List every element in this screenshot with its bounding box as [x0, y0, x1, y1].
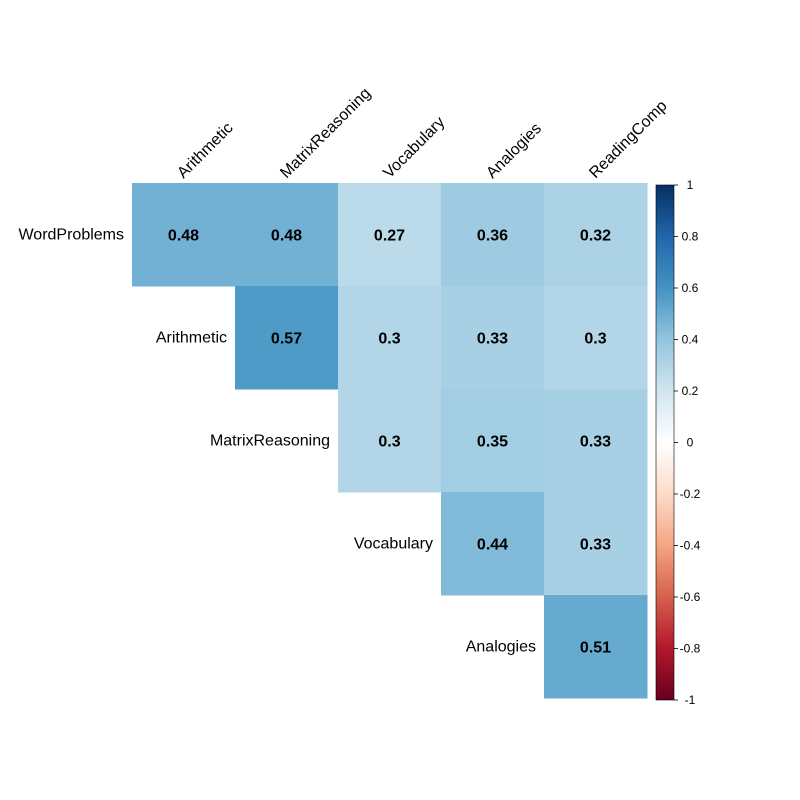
colorbar-tick-label: 0.8 — [682, 230, 699, 244]
cell-value-label: 0.3 — [378, 331, 400, 348]
heatmap-cell — [544, 286, 648, 390]
cell-value-label: 0.51 — [580, 640, 611, 657]
cell-value-label: 0.57 — [271, 331, 302, 348]
column-labels: Arithmetic MatrixReasoning Vocabulary Analo… — [174, 85, 670, 182]
heatmap-cell — [544, 595, 648, 699]
heatmap-cell — [441, 492, 545, 596]
column-label: MatrixReasoning — [277, 85, 374, 182]
colorbar-gradient — [656, 185, 674, 700]
row-label: WordProblems — [18, 227, 124, 244]
cell-value-label: 0.33 — [580, 434, 611, 451]
colorbar-tick-label: 0 — [687, 436, 694, 450]
row-label: Analogies — [466, 639, 536, 656]
heatmap-cell — [441, 183, 545, 287]
cell-value-label: 0.36 — [477, 228, 508, 245]
row-label: Arithmetic — [156, 330, 227, 347]
colorbar-tick-label: -0.2 — [680, 487, 701, 501]
row-label: Vocabulary — [354, 536, 433, 553]
cell-value-label: 0.33 — [580, 537, 611, 554]
colorbar-tick-label: -0.6 — [680, 590, 701, 604]
heatmap-cell — [441, 389, 545, 493]
heatmap-cell — [235, 183, 339, 287]
cell-value-label: 0.3 — [378, 434, 400, 451]
heatmap-cell — [132, 183, 236, 287]
colorbar-tick-label: -0.8 — [680, 642, 701, 656]
cell-value-label: 0.27 — [374, 228, 405, 245]
heatmap-cell — [338, 389, 442, 493]
cell-value-label: 0.35 — [477, 434, 508, 451]
cell-value-label: 0.3 — [584, 331, 606, 348]
heatmap-cell — [441, 286, 545, 390]
cell-value-label: 0.44 — [477, 537, 508, 554]
row-label: MatrixReasoning — [210, 433, 330, 450]
column-label: Vocabulary — [380, 114, 448, 182]
column-label: Analogies — [483, 120, 545, 182]
colorbar-tick-label: -1 — [685, 693, 696, 707]
column-label: Arithmetic — [174, 120, 236, 182]
heatmap-cells: 0.48 0.48 0.27 0.36 0.32 0.57 0.3 0.33 0.3 0.3 0.3… — [132, 183, 648, 699]
cell-value-label: 0.48 — [271, 228, 302, 245]
heatmap-cell — [544, 183, 648, 287]
heatmap-cell — [338, 286, 442, 390]
colorbar-tick-label: -0.4 — [680, 539, 701, 553]
colorbar-tick-label: 0.4 — [682, 333, 699, 347]
heatmap-cell — [544, 389, 648, 493]
heatmap-cell — [338, 183, 442, 287]
heatmap-cell — [544, 492, 648, 596]
column-label: ReadingComp — [586, 97, 670, 181]
cell-value-label: 0.33 — [477, 331, 508, 348]
cell-value-label: 0.32 — [580, 228, 611, 245]
colorbar-tick-label: 0.6 — [682, 281, 699, 295]
colorbar: 1 0.8 0.6 0.4 0.2 0 -0.2 -0.4 -0.6 -0.8 -1 — [655, 178, 701, 707]
colorbar-tick-label: 0.2 — [682, 384, 699, 398]
colorbar-tick-label: 1 — [687, 178, 694, 192]
cell-value-label: 0.48 — [168, 228, 199, 245]
row-labels: WordProblems Arithmetic MatrixReasoning Voc… — [18, 227, 536, 656]
heatmap-cell — [235, 286, 339, 390]
